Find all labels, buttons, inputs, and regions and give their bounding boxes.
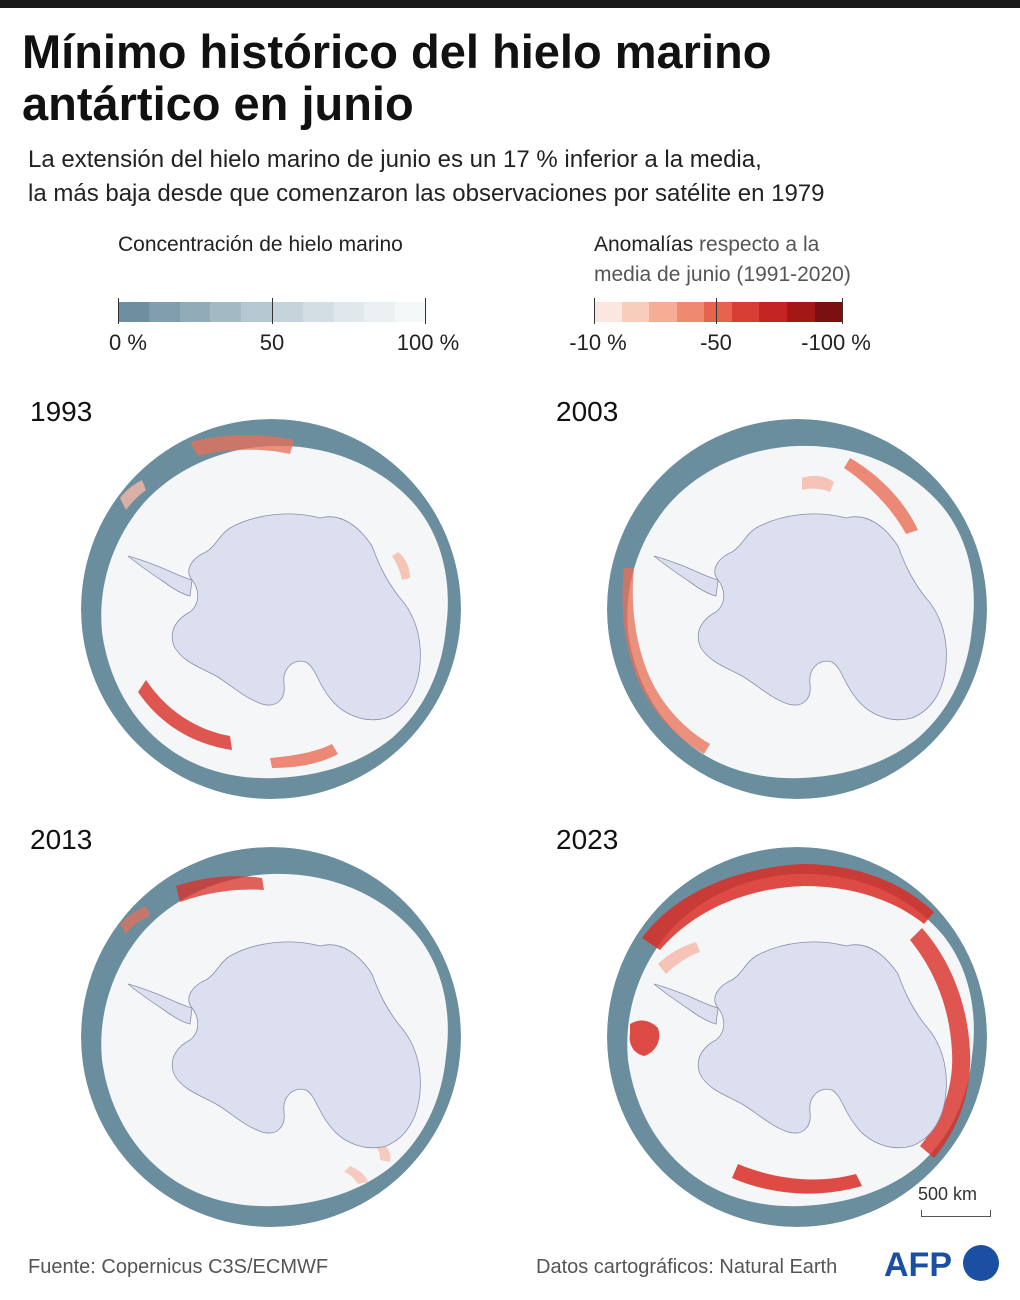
concentration-color-bar — [118, 302, 426, 322]
anomaly-tick-label-10: -10 % — [569, 330, 627, 355]
map-layers — [607, 847, 987, 1227]
map-panel-2023: 2023 — [556, 824, 1020, 1244]
anomaly-legend-title-rest: respecto a la — [693, 233, 820, 256]
concentration-legend-title: Concentración de hielo marino — [118, 233, 403, 256]
anomaly-swatch-2 — [649, 302, 677, 322]
top-rule — [0, 0, 1020, 8]
sea-ice-anomaly — [629, 1020, 660, 1056]
concentration-swatch-2 — [179, 302, 211, 322]
anomaly-swatch-3 — [676, 302, 705, 322]
anomaly-legend-title: Anomalías respecto a la media de junio (… — [594, 230, 851, 290]
map-year-label: 2023 — [556, 824, 619, 855]
concentration-tick-label-0: 0 % — [109, 330, 147, 355]
concentration-swatch-3 — [210, 302, 242, 322]
anomaly-tick-100 — [842, 298, 843, 324]
concentration-tick-label-100: 100 % — [396, 330, 460, 355]
antarctica-landmass — [697, 941, 947, 1149]
antarctica-landmass — [171, 513, 421, 721]
sea-ice-anomaly — [120, 906, 150, 934]
sea-ice-anomaly — [176, 876, 264, 902]
scale-bar-label: 500 km — [918, 1184, 978, 1204]
antarctica-map-1993 — [81, 419, 461, 799]
sea-ice-anomaly — [802, 475, 834, 492]
antarctica-landmass — [171, 941, 421, 1149]
concentration-tick-100 — [425, 298, 426, 324]
concentration-swatch-9 — [395, 302, 426, 322]
antarctic-peninsula — [653, 983, 719, 1025]
concentration-swatch-4 — [241, 302, 272, 322]
sea-ice-anomaly — [392, 552, 410, 580]
anomaly-tick-label-50: -50 — [700, 330, 732, 355]
anomaly-legend-title-strong: Anomalías — [594, 233, 694, 256]
antarctic-peninsula — [127, 555, 193, 597]
concentration-tick-0 — [118, 298, 119, 324]
antarctica-map-2023 — [607, 847, 987, 1227]
anomaly-legend-title-line2: media de junio (1991-2020) — [594, 263, 851, 286]
anomaly-swatch-1 — [621, 302, 650, 322]
map-layers — [607, 419, 987, 799]
anomaly-tick-label-100: -100 % — [801, 330, 871, 355]
anomaly-color-bar — [594, 302, 843, 322]
sea-ice-anomaly — [844, 458, 918, 534]
sea-ice-anomaly — [120, 480, 146, 510]
anomaly-tick-10 — [594, 298, 595, 324]
anomaly-swatch-7 — [786, 302, 815, 322]
afp-logo-circle — [963, 1245, 999, 1281]
sea-ice-anomaly — [270, 744, 338, 768]
concentration-swatch-7 — [333, 302, 365, 322]
afp-logo-text: AFP — [884, 1246, 952, 1284]
concentration-tick-label-50: 50 — [259, 330, 285, 355]
sea-ice-anomaly — [732, 1164, 862, 1194]
subtitle-line-2: la más baja desde que comenzaron las obs… — [28, 180, 825, 207]
concentration-swatch-1 — [148, 302, 180, 322]
antarctica-map-2013 — [81, 847, 461, 1227]
scale-bar: 500 km — [918, 1184, 998, 1220]
anomaly-swatch-6 — [759, 302, 787, 322]
sea-ice-anomaly — [622, 568, 710, 754]
antarctica-map-2003 — [607, 419, 987, 799]
map-year-label: 1993 — [30, 396, 93, 427]
subtitle-line-1: La extensión del hielo marino de junio e… — [28, 146, 762, 173]
title-line-1: Mínimo histórico del hielo marino — [22, 25, 772, 78]
sea-ice-anomaly — [138, 680, 232, 750]
map-layers — [81, 847, 461, 1227]
sea-ice-anomaly — [344, 1166, 368, 1184]
map-panel-2003: 2003 — [556, 396, 1020, 816]
concentration-swatch-6 — [302, 302, 334, 322]
page-subtitle: La extensión del hielo marino de junio e… — [28, 143, 1008, 211]
anomaly-tick-50 — [716, 298, 717, 324]
anomaly-swatch-5 — [731, 302, 760, 322]
sea-ice-anomaly — [642, 864, 934, 950]
map-year-label: 2003 — [556, 396, 619, 427]
sea-ice-anomaly — [910, 928, 971, 1158]
sea-ice-anomaly — [190, 435, 294, 456]
antarctica-landmass — [697, 513, 947, 721]
map-panel-1993: 1993 — [30, 396, 500, 816]
concentration-swatch-5 — [271, 302, 303, 322]
source-note: Fuente: Copernicus C3S/ECMWF — [28, 1256, 329, 1278]
concentration-swatch-8 — [364, 302, 396, 322]
antarctic-peninsula — [127, 983, 193, 1025]
map-layers — [81, 419, 461, 799]
concentration-tick-50 — [272, 298, 273, 324]
title-line-2: antártico en junio — [22, 77, 414, 130]
sea-ice-anomaly — [658, 942, 700, 974]
anomaly-swatch-8 — [814, 302, 843, 322]
afp-logo: AFP — [884, 1245, 999, 1284]
map-data-credit: Datos cartográficos: Natural Earth — [536, 1256, 838, 1278]
concentration-swatch-0 — [118, 302, 149, 322]
map-panel-2013: 2013 — [30, 824, 500, 1244]
map-year-label: 2013 — [30, 824, 93, 855]
scale-bar-line — [921, 1210, 991, 1217]
page-title: Mínimo histórico del hielo marino antárt… — [22, 26, 982, 130]
anomaly-swatch-4 — [704, 302, 732, 322]
antarctic-peninsula — [653, 555, 719, 597]
anomaly-swatch-0 — [594, 302, 622, 322]
